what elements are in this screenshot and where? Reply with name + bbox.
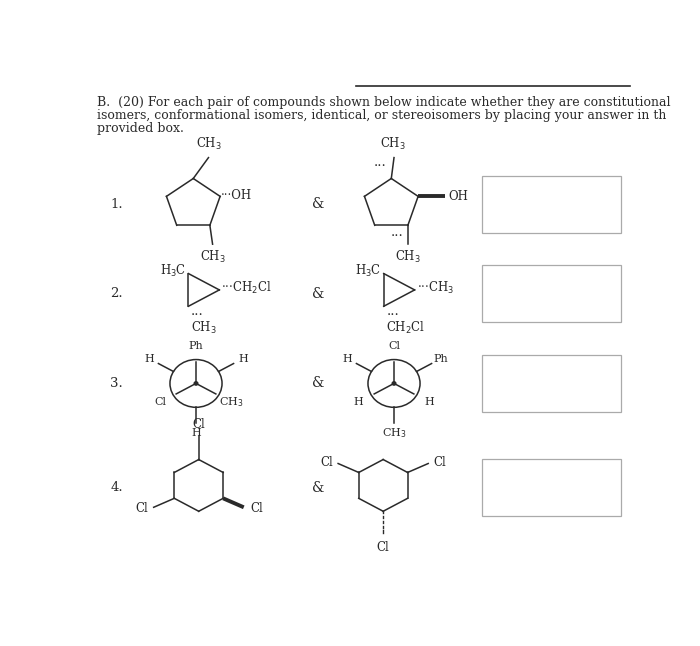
Text: H: H: [238, 353, 248, 364]
Bar: [482, 355, 620, 412]
Text: &: &: [312, 377, 324, 390]
Text: CH$_3$: CH$_3$: [395, 249, 421, 266]
Text: Cl: Cl: [377, 541, 389, 554]
Text: &: &: [312, 481, 324, 495]
Circle shape: [392, 382, 396, 385]
Text: H: H: [354, 397, 363, 408]
Bar: [482, 176, 620, 233]
Text: 3.: 3.: [111, 377, 123, 390]
Text: OH: OH: [448, 190, 468, 203]
Text: CH$_3$: CH$_3$: [380, 136, 406, 152]
Text: Cl: Cl: [251, 502, 263, 515]
Text: ···: ···: [374, 160, 387, 172]
Text: ···CH$_3$: ···CH$_3$: [416, 280, 454, 296]
Text: ···: ···: [391, 230, 403, 243]
Text: H: H: [144, 353, 154, 364]
Text: Cl: Cl: [320, 456, 332, 469]
Text: provided box.: provided box.: [97, 122, 184, 135]
Bar: [482, 266, 620, 322]
Text: CH$_3$: CH$_3$: [382, 426, 406, 440]
Text: ···CH$_2$Cl: ···CH$_2$Cl: [221, 280, 272, 296]
Bar: [482, 459, 620, 517]
Text: H$_3$C: H$_3$C: [355, 263, 381, 279]
Text: H$_3$C: H$_3$C: [160, 263, 186, 279]
Text: 2.: 2.: [111, 287, 123, 300]
Text: Cl: Cl: [433, 456, 447, 469]
Text: H: H: [342, 353, 352, 364]
Circle shape: [194, 382, 198, 385]
Text: isomers, conformational isomers, identical, or stereoisomers by placing your ans: isomers, conformational isomers, identic…: [97, 109, 666, 122]
Text: 1.: 1.: [111, 198, 123, 211]
Text: CH$_3$: CH$_3$: [191, 320, 217, 337]
Text: ···: ···: [191, 309, 204, 322]
Text: ···OH: ···OH: [221, 189, 252, 202]
Text: 4.: 4.: [111, 481, 123, 494]
Text: &: &: [312, 287, 324, 301]
Text: CH$_3$: CH$_3$: [195, 136, 221, 152]
Text: H: H: [425, 397, 435, 408]
Text: Cl: Cl: [388, 340, 400, 351]
Text: Cl: Cl: [136, 502, 148, 515]
Text: H: H: [191, 428, 201, 438]
Text: Ph: Ph: [433, 353, 449, 364]
Text: Ph: Ph: [188, 340, 204, 351]
Text: CH$_2$Cl: CH$_2$Cl: [386, 320, 426, 337]
Text: Cl: Cl: [193, 418, 205, 431]
Text: ···: ···: [386, 309, 399, 322]
Text: CH$_3$: CH$_3$: [199, 249, 225, 266]
Text: CH$_3$: CH$_3$: [219, 395, 244, 409]
Text: &: &: [312, 198, 324, 211]
Text: Cl: Cl: [154, 397, 167, 408]
Text: B.  (20) For each pair of compounds shown below indicate whether they are consti: B. (20) For each pair of compounds shown…: [97, 96, 671, 109]
